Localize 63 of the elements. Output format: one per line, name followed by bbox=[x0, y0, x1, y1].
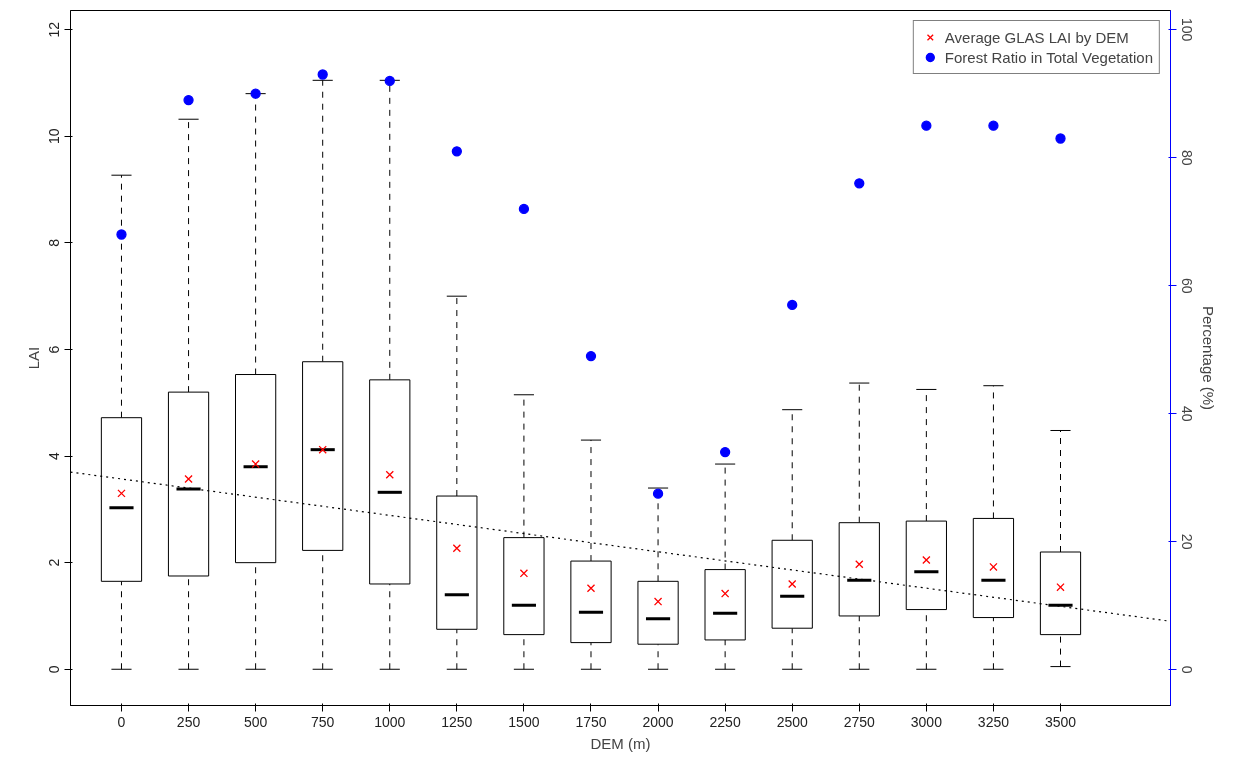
legend-label: Forest Ratio in Total Vegetation bbox=[944, 48, 1153, 66]
y2-tick-label: 80 bbox=[1178, 149, 1195, 166]
point bbox=[653, 597, 663, 606]
y-tick-label: 8 bbox=[46, 238, 63, 247]
point bbox=[519, 569, 529, 578]
point bbox=[385, 470, 394, 479]
y-axis-title: LAI bbox=[24, 346, 42, 370]
x-tick-label: 1750 bbox=[575, 713, 607, 730]
point bbox=[788, 579, 797, 589]
x-tick-label: 3500 bbox=[1044, 713, 1077, 730]
point bbox=[719, 446, 731, 458]
point bbox=[317, 69, 328, 80]
x-tick-label: 3000 bbox=[910, 713, 943, 730]
y-tick-label: 6 bbox=[46, 345, 63, 354]
point bbox=[251, 459, 260, 469]
point bbox=[922, 555, 931, 565]
x-tick-label: 1250 bbox=[441, 713, 473, 730]
y-tick-label: 4 bbox=[46, 451, 63, 460]
y2-tick-label: 100 bbox=[1178, 18, 1195, 42]
x-tick-label: 500 bbox=[243, 713, 268, 730]
point bbox=[585, 350, 597, 362]
point bbox=[384, 75, 395, 87]
point bbox=[854, 178, 865, 189]
point bbox=[988, 120, 999, 131]
y2-axis-title: Percentage (%) bbox=[1199, 305, 1217, 411]
point bbox=[116, 229, 127, 240]
x-tick-label: 2500 bbox=[776, 713, 808, 730]
point bbox=[989, 562, 998, 572]
point bbox=[451, 146, 462, 157]
y2-tick-label: 0 bbox=[1178, 665, 1195, 674]
x-tick-label: 2000 bbox=[642, 713, 674, 730]
point bbox=[250, 88, 261, 99]
x-tick-label: 3250 bbox=[977, 713, 1010, 730]
point bbox=[117, 489, 126, 498]
y2-tick-label: 60 bbox=[1178, 277, 1195, 294]
y-tick-label: 2 bbox=[46, 558, 63, 567]
legend-label: Average GLAS LAI by DEM bbox=[944, 28, 1129, 46]
point bbox=[787, 299, 798, 311]
point bbox=[318, 445, 327, 454]
point bbox=[921, 120, 932, 131]
point bbox=[720, 589, 730, 598]
x-tick-label: 750 bbox=[311, 713, 335, 730]
point bbox=[1056, 582, 1065, 592]
x-tick-label: 2250 bbox=[709, 713, 741, 730]
point bbox=[518, 203, 530, 215]
point bbox=[1055, 133, 1066, 144]
point bbox=[183, 94, 194, 106]
point bbox=[652, 488, 664, 499]
x-tick-label: 250 bbox=[176, 713, 201, 730]
x-tick-label: 1000 bbox=[374, 713, 406, 730]
x-tick-label: 1500 bbox=[508, 713, 540, 730]
point bbox=[586, 584, 596, 593]
y-tick-label: 12 bbox=[46, 21, 63, 38]
y-tick-label: 10 bbox=[46, 128, 63, 145]
y2-tick-label: 40 bbox=[1178, 405, 1195, 422]
y-tick-label: 0 bbox=[46, 665, 63, 674]
x-tick-label: 2750 bbox=[843, 713, 876, 730]
x-axis-title: DEM (m) bbox=[590, 734, 651, 752]
point bbox=[184, 474, 193, 484]
y2-tick-label: 20 bbox=[1178, 533, 1195, 550]
point bbox=[452, 544, 462, 553]
point bbox=[855, 560, 864, 569]
x-tick-label: 0 bbox=[117, 713, 126, 730]
